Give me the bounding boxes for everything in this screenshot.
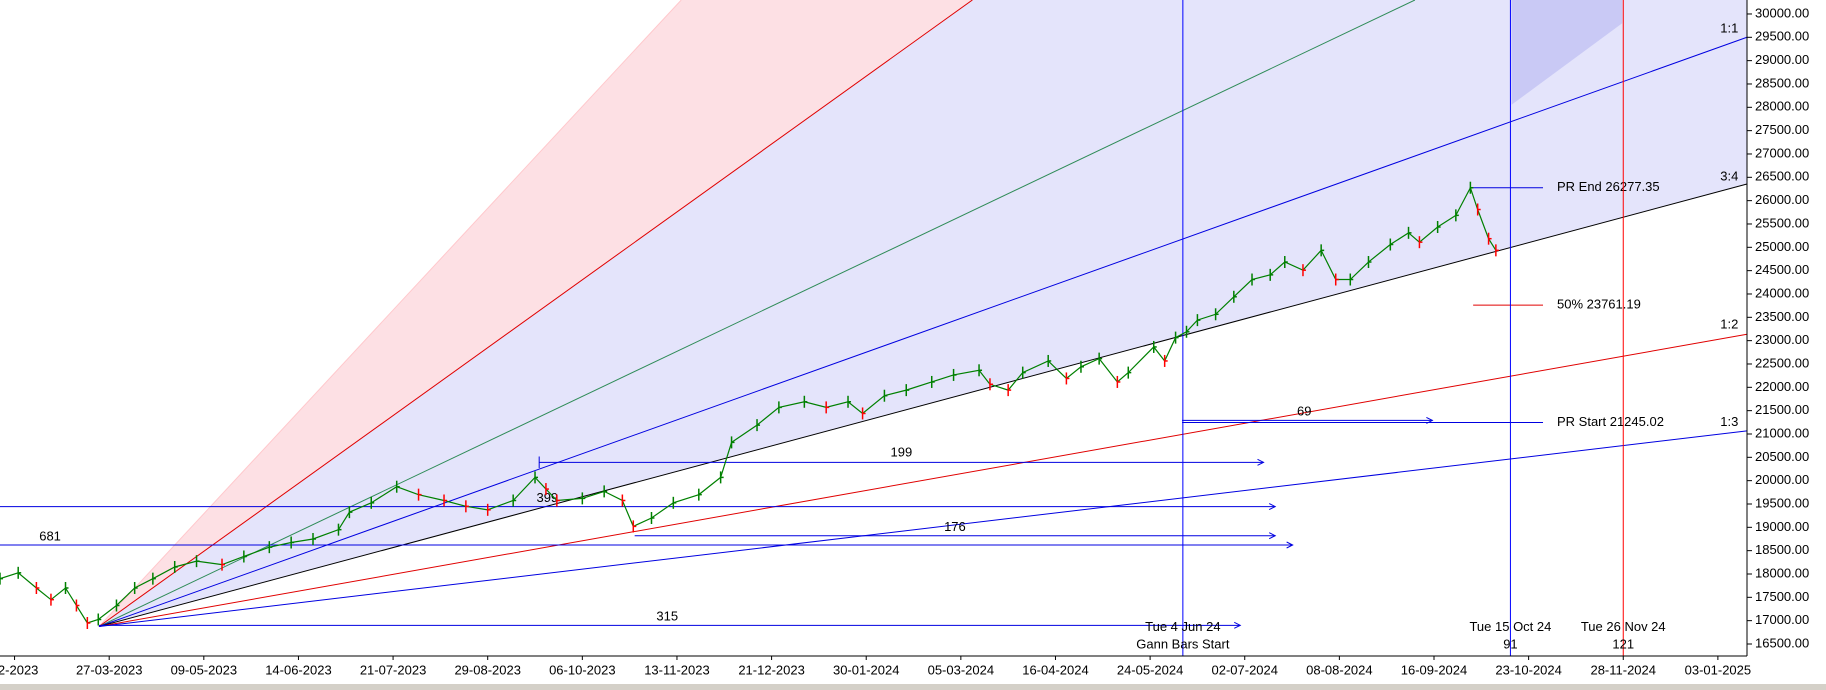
x-tick-label: 02-07-2024	[1211, 662, 1278, 677]
y-tick-label: 26000.00	[1755, 192, 1809, 207]
y-tick-label: 23500.00	[1755, 309, 1809, 324]
arrow-head	[1268, 503, 1277, 511]
x-tick-label: 03-01-2025	[1685, 662, 1752, 677]
y-tick-label: 24500.00	[1755, 262, 1809, 277]
fan-line	[98, 0, 973, 627]
fan-line	[98, 333, 1748, 628]
y-tick-label: 20500.00	[1755, 449, 1809, 464]
fan-label: 3:4	[1720, 168, 1738, 183]
arrow-head	[1286, 541, 1294, 549]
marker-note: Gann Bars Start	[1136, 637, 1230, 652]
y-tick-label: 17500.00	[1755, 589, 1809, 604]
fan-zone-blue	[98, 0, 1748, 627]
y-tick-label: 26500.00	[1755, 169, 1809, 184]
y-tick-label: 17000.00	[1755, 612, 1809, 627]
axis-panel	[1747, 0, 1826, 690]
x-tick-label: 02-2023	[0, 662, 38, 677]
y-tick-label: 25500.00	[1755, 215, 1809, 230]
arrow-head	[1257, 458, 1265, 466]
x-tick-label: 16-09-2024	[1401, 662, 1468, 677]
y-tick-label: 21000.00	[1755, 425, 1809, 440]
marker-note: 91	[1503, 637, 1517, 652]
fan-label: 1:1	[1720, 21, 1738, 36]
y-tick-label: 29000.00	[1755, 52, 1809, 67]
bar-count: 315	[656, 609, 678, 624]
y-tick-label: 22000.00	[1755, 379, 1809, 394]
level-label: PR Start 21245.02	[1557, 414, 1664, 429]
y-tick-label: 24000.00	[1755, 285, 1809, 300]
fan-line	[98, 183, 1748, 628]
y-tick-label: 19500.00	[1755, 495, 1809, 510]
y-tick-label: 21500.00	[1755, 402, 1809, 417]
fan-label: 1:2	[1720, 316, 1738, 331]
y-tick-label: 27500.00	[1755, 122, 1809, 137]
y-tick-label: 18500.00	[1755, 542, 1809, 557]
y-tick-label: 25000.00	[1755, 239, 1809, 254]
bar-count: 199	[891, 444, 913, 459]
bar-count: 681	[39, 528, 61, 543]
marker-label: Tue 4 Jun 24	[1145, 619, 1220, 634]
fan-line	[98, 430, 1748, 628]
scrollbar	[0, 684, 1826, 690]
bar-count: 176	[944, 519, 966, 534]
x-tick-label: 08-08-2024	[1306, 662, 1373, 677]
marker-label: Tue 15 Oct 24	[1469, 619, 1551, 634]
y-tick-label: 28000.00	[1755, 99, 1809, 114]
y-tick-label: 29500.00	[1755, 29, 1809, 44]
x-tick-label: 09-05-2023	[171, 662, 238, 677]
time-zone	[1511, 0, 1623, 105]
x-tick-label: 13-11-2023	[644, 662, 710, 677]
fan-line	[98, 36, 1748, 627]
bar-count: 69	[1297, 404, 1311, 419]
y-tick-label: 18000.00	[1755, 565, 1809, 580]
y-tick-label: 23000.00	[1755, 332, 1809, 347]
x-tick-label: 21-07-2023	[360, 662, 427, 677]
x-tick-label: 24-05-2024	[1117, 662, 1184, 677]
y-tick-label: 20000.00	[1755, 472, 1809, 487]
x-tick-label: 05-03-2024	[928, 662, 995, 677]
y-tick-label: 16500.00	[1755, 635, 1809, 650]
x-tick-label: 28-11-2024	[1590, 662, 1656, 677]
x-tick-label: 30-01-2024	[833, 662, 900, 677]
y-tick-label: 27000.00	[1755, 145, 1809, 160]
level-label: 50% 23761.19	[1557, 297, 1641, 312]
y-tick-label: 28500.00	[1755, 75, 1809, 90]
x-tick-label: 23-10-2024	[1495, 662, 1562, 677]
x-tick-label: 21-12-2023	[738, 662, 805, 677]
marker-label: Tue 26 Nov 24	[1581, 619, 1666, 634]
arrow-head	[1268, 532, 1277, 540]
x-tick-label: 16-04-2024	[1022, 662, 1089, 677]
fan-line	[98, 0, 682, 627]
x-tick-label: 29-08-2023	[454, 662, 521, 677]
x-tick-label: 27-03-2023	[76, 662, 143, 677]
bar-count: 399	[536, 490, 558, 505]
fan-label: 1:3	[1720, 414, 1738, 429]
y-tick-label: 22500.00	[1755, 355, 1809, 370]
marker-note: 121	[1612, 637, 1634, 652]
y-tick-label: 30000.00	[1755, 5, 1809, 20]
level-label: PR End 26277.35	[1557, 179, 1660, 194]
arrow-head	[1234, 621, 1242, 629]
x-tick-label: 14-06-2023	[265, 662, 332, 677]
fan-line	[98, 0, 1416, 627]
y-tick-label: 19000.00	[1755, 519, 1809, 534]
x-tick-label: 06-10-2023	[549, 662, 616, 677]
